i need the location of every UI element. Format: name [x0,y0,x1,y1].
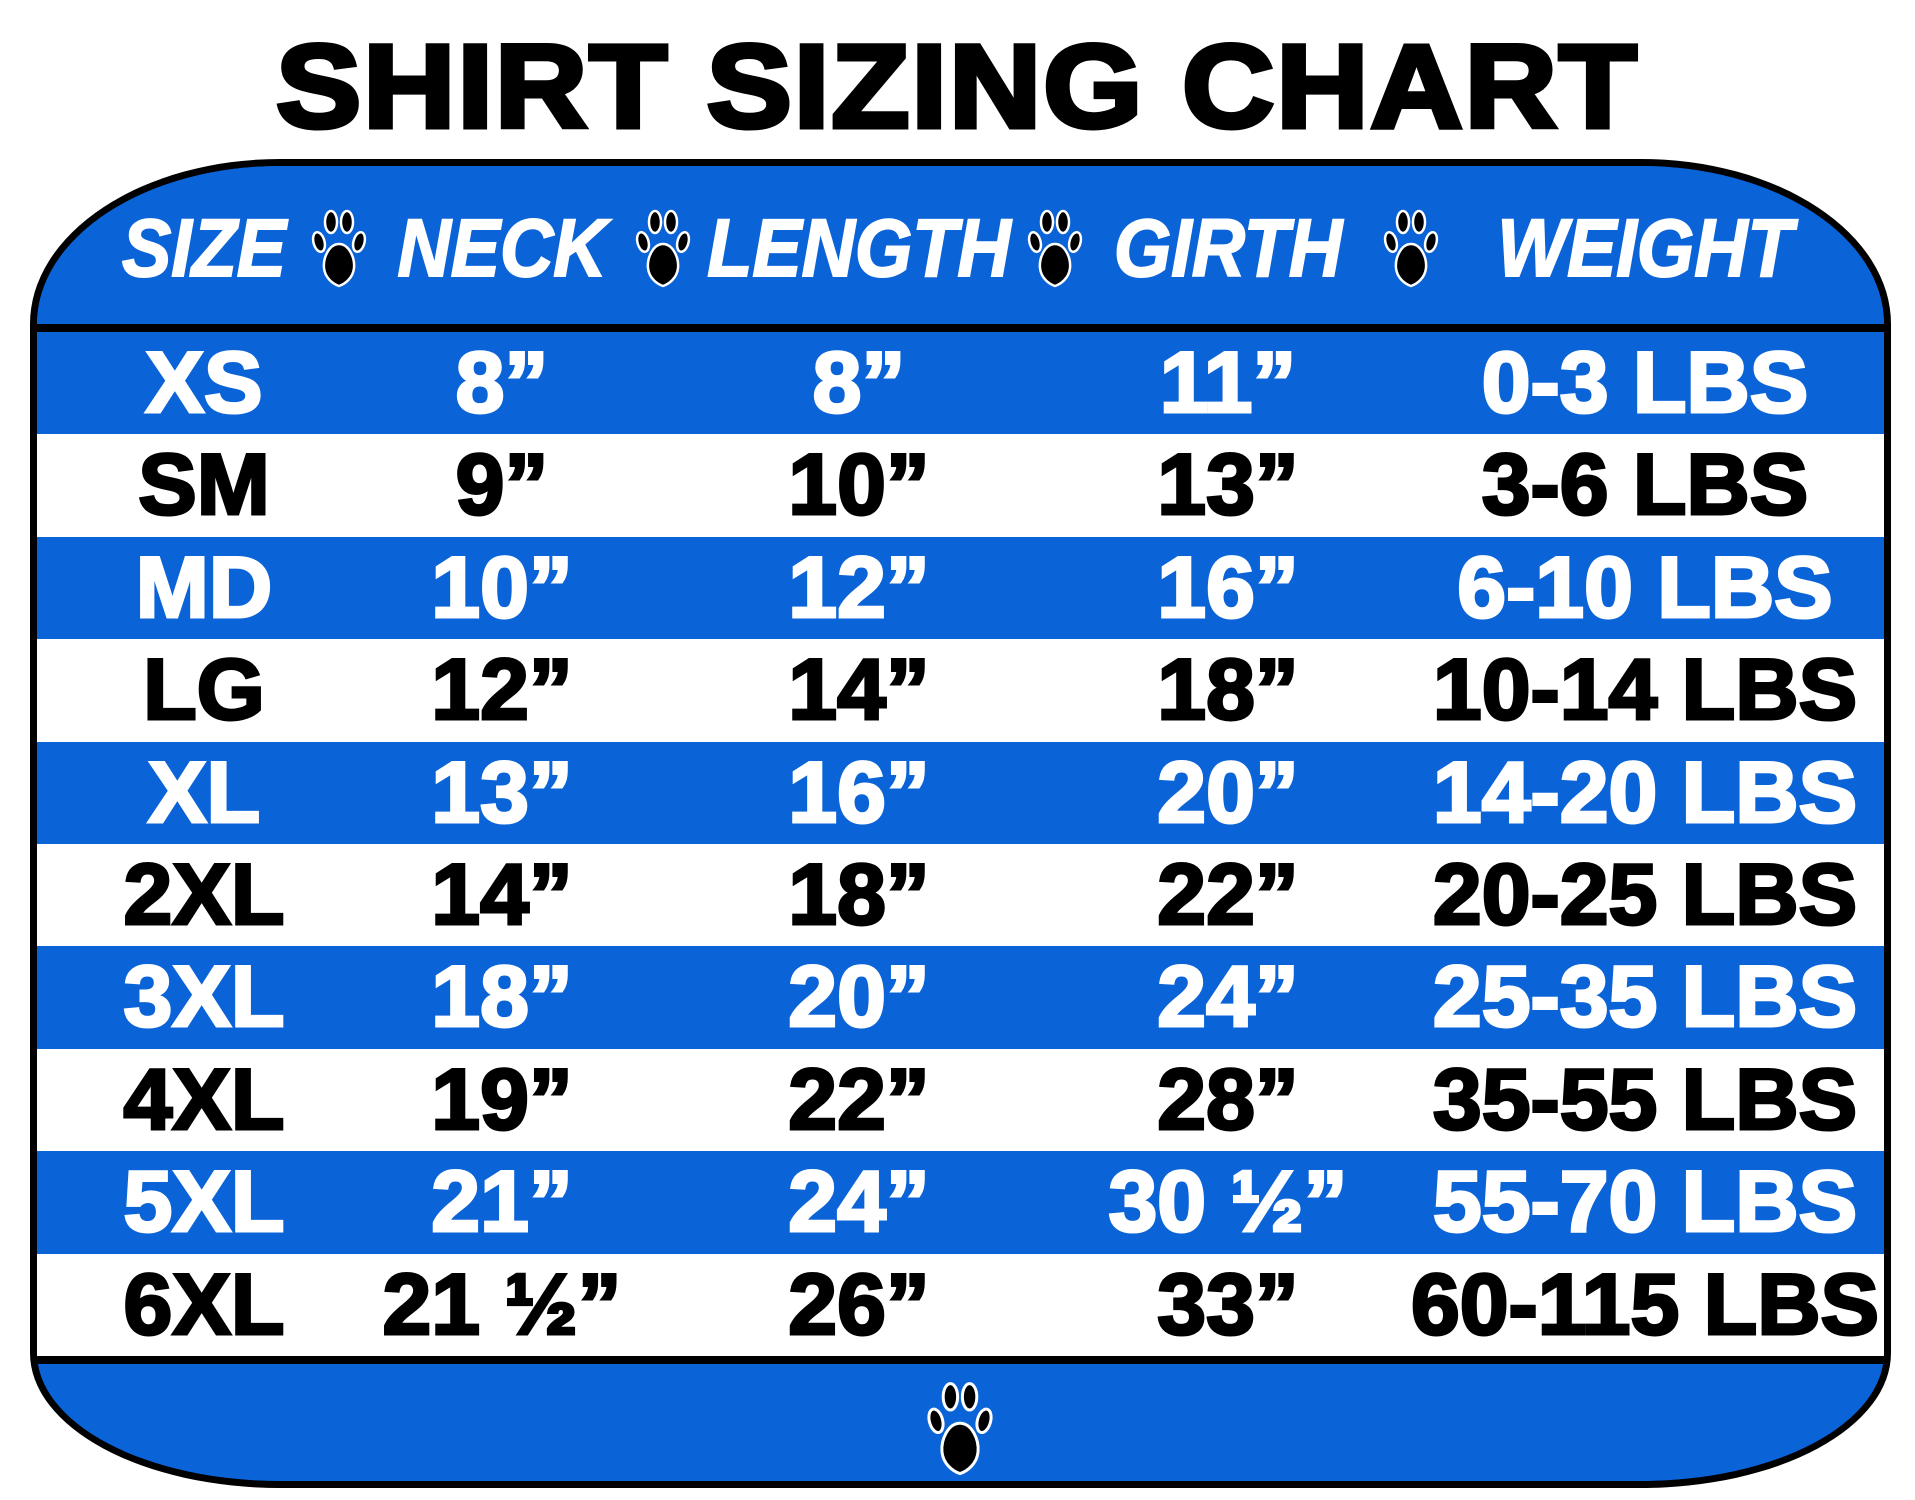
cell-size: XL [146,743,261,842]
table-row: 3XL 18” 20” 24” 25-35 LBS [37,946,1884,1049]
paw-print-icon [1383,209,1439,288]
cell-size: 4XL [122,1050,286,1149]
header-size: SIZE [121,203,287,295]
cell-length: 24” [787,1153,931,1252]
header-girth: GIRTH [1113,203,1343,295]
cell-neck: 18” [430,948,574,1047]
cell-weight: 14-20 LBS [1431,743,1858,842]
paw-print-icon [635,209,691,288]
cell-length: 22” [787,1050,931,1149]
cell-weight: 6-10 LBS [1456,538,1834,637]
cell-length: 20” [787,948,931,1047]
cell-size: SM [137,436,272,535]
table-row: 5XL 21” 24” 30 ½” 55-70 LBS [37,1151,1884,1254]
cell-girth: 28” [1156,1050,1300,1149]
cell-neck: 12” [430,641,574,740]
header-length: LENGTH [706,203,1011,295]
header-neck: NECK [397,203,608,295]
cell-weight: 55-70 LBS [1431,1153,1858,1252]
cell-length: 12” [787,538,931,637]
paw-print-icon [1027,209,1083,288]
sizing-table: SIZE NECK LENGTH GIRTH WEIGHT XS 8” 8” 11” 0… [30,159,1891,1488]
table-row: LG 12” 14” 18” 10-14 LBS [37,639,1884,742]
cell-neck: 21” [430,1153,574,1252]
cell-girth: 30 ½” [1107,1153,1349,1252]
cell-girth: 16” [1156,538,1300,637]
table-row: SM 9” 10” 13” 3-6 LBS [37,434,1884,537]
cell-length: 8” [811,334,907,433]
cell-size: MD [134,538,273,637]
cell-length: 16” [787,743,931,842]
paw-print-icon [311,209,367,288]
table-body: XS 8” 8” 11” 0-3 LBS SM 9” 10” 13” 3-6 LBS MD 10” 12… [37,332,1884,1356]
cell-length: 18” [787,845,931,944]
table-row: MD 10” 12” 16” 6-10 LBS [37,536,1884,640]
cell-length: 26” [787,1255,931,1354]
cell-neck: 10” [430,538,574,637]
page-title: SHIRT SIZING CHART [273,20,1639,155]
cell-size: LG [142,641,267,740]
cell-weight: 25-35 LBS [1431,948,1858,1047]
cell-girth: 24” [1156,948,1300,1047]
header-weight: WEIGHT [1497,203,1794,295]
footer-divider [37,1356,1884,1364]
cell-length: 10” [787,436,931,535]
table-row: 2XL 14” 18” 22” 20-25 LBS [37,843,1884,947]
cell-neck: 21 ½” [381,1255,623,1354]
cell-size: 2XL [122,845,286,944]
cell-size: XS [144,334,264,433]
cell-girth: 20” [1156,743,1300,842]
cell-neck: 14” [430,845,574,944]
cell-girth: 13” [1156,436,1300,535]
table-row: XS 8” 8” 11” 0-3 LBS [37,332,1884,435]
cell-weight: 60-115 LBS [1409,1255,1880,1354]
cell-weight: 35-55 LBS [1431,1050,1858,1149]
header-divider [37,324,1884,332]
table-row: 4XL 19” 22” 28” 35-55 LBS [37,1048,1884,1152]
cell-size: 3XL [122,948,286,1047]
cell-girth: 18” [1156,641,1300,740]
cell-neck: 9” [454,436,550,535]
paw-print-icon [925,1382,995,1476]
cell-size: 6XL [122,1255,286,1354]
table-header: SIZE NECK LENGTH GIRTH WEIGHT [37,166,1884,324]
table-row: 6XL 21 ½” 26” 33” 60-115 LBS [37,1253,1884,1356]
cell-girth: 22” [1156,845,1300,944]
cell-length: 14” [787,641,931,740]
cell-weight: 0-3 LBS [1480,334,1810,433]
table-row: XL 13” 16” 20” 14-20 LBS [37,741,1884,844]
cell-weight: 10-14 LBS [1431,641,1858,740]
cell-neck: 13” [430,743,574,842]
cell-girth: 11” [1158,334,1298,433]
cell-girth: 33” [1156,1255,1300,1354]
cell-weight: 3-6 LBS [1480,436,1810,535]
cell-neck: 8” [454,334,550,433]
cell-size: 5XL [122,1153,286,1252]
cell-neck: 19” [430,1050,574,1149]
cell-weight: 20-25 LBS [1431,845,1858,944]
